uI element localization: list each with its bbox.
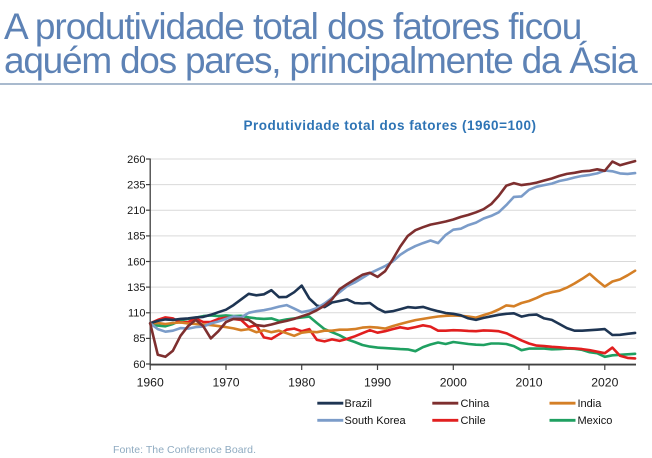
- svg-text:185: 185: [127, 231, 145, 243]
- svg-text:1970: 1970: [212, 376, 239, 390]
- svg-text:1980: 1980: [288, 376, 315, 390]
- svg-text:Mexico: Mexico: [578, 415, 613, 427]
- svg-text:260: 260: [127, 154, 145, 166]
- svg-text:135: 135: [127, 282, 145, 294]
- svg-text:South Korea: South Korea: [345, 415, 407, 427]
- svg-text:85: 85: [133, 333, 145, 345]
- svg-text:China: China: [461, 398, 491, 410]
- svg-text:210: 210: [127, 205, 145, 217]
- svg-text:60: 60: [133, 359, 145, 371]
- svg-text:235: 235: [127, 179, 145, 191]
- svg-text:India: India: [578, 398, 603, 410]
- svg-text:1990: 1990: [364, 376, 391, 390]
- svg-text:2010: 2010: [515, 376, 542, 390]
- svg-text:2000: 2000: [440, 376, 467, 390]
- svg-text:2020: 2020: [591, 376, 618, 390]
- svg-text:Chile: Chile: [461, 415, 486, 427]
- svg-text:110: 110: [128, 308, 146, 320]
- svg-text:Brazil: Brazil: [345, 398, 373, 410]
- svg-text:1960: 1960: [137, 376, 164, 390]
- svg-text:160: 160: [127, 256, 145, 268]
